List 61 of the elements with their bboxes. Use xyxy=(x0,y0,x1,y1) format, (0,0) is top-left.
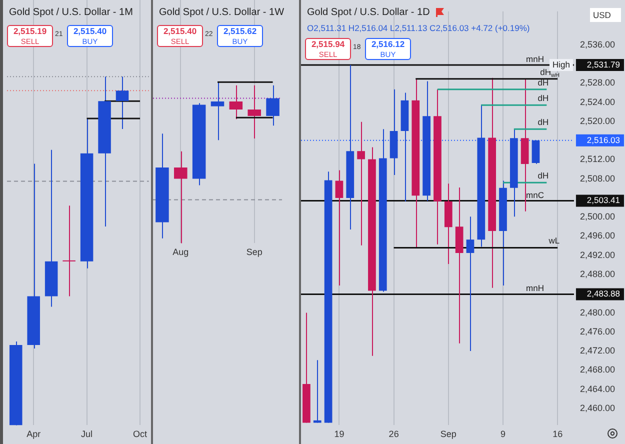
text: 2,483.88 xyxy=(586,288,620,299)
candlestick xyxy=(116,76,129,130)
y-tick-label: 2,488.00 xyxy=(580,268,616,279)
y-tick-label: 2,464.00 xyxy=(580,384,616,394)
y-tick-label: 2,500.00 xyxy=(580,212,616,222)
series-label: dH xyxy=(538,170,549,181)
x-tick-label: Oct xyxy=(132,429,148,440)
y-tick-label: 2,492.00 xyxy=(580,250,616,260)
text: 2,515.40 xyxy=(162,26,198,36)
ref-line-label: mnC xyxy=(526,190,544,200)
candlestick xyxy=(266,84,280,126)
y-tick-label: 2,536.00 xyxy=(580,39,616,50)
x-tick-label: Apr xyxy=(26,429,41,440)
y-tick-label: 2,476.00 xyxy=(580,326,616,336)
text: USD xyxy=(590,8,621,22)
candlestick xyxy=(313,360,322,424)
y-tick-label: 2,472.00 xyxy=(580,346,616,356)
y-tick-label: 2,520.00 xyxy=(580,116,616,126)
x-tick-label: 16 xyxy=(552,429,563,440)
ref-line-label: mnH xyxy=(526,283,544,294)
chart-title: Gold Spot / U.S. Dollar - 1W xyxy=(159,7,284,18)
y-tick-label: 2,528.00 xyxy=(580,78,616,88)
x-tick-label: 19 xyxy=(334,429,344,440)
x-tick-label: 26 xyxy=(388,429,399,440)
annotation: O2,511.31 H2,516.04 L2,511.13 C2,516.03 +4.72 (+0.19%) xyxy=(307,23,530,33)
annotation: 2,516.12 xyxy=(370,39,406,50)
candlestick xyxy=(357,121,365,246)
series-label: dH xyxy=(538,117,549,128)
candlestick xyxy=(466,216,474,352)
x-tick-label: Sep xyxy=(246,247,262,258)
y-tick-label: 2,468.00 xyxy=(580,364,616,375)
series-label: wL xyxy=(548,236,560,246)
text: 2,515.62 xyxy=(222,26,258,36)
candlestick xyxy=(335,170,344,286)
y-tick-label: 2,460.00 xyxy=(580,402,616,413)
annotation: High xyxy=(552,59,570,70)
text: 2,515.19 xyxy=(12,26,48,36)
x-tick-label: 9 xyxy=(500,429,506,440)
y-tick-label: 2,512.00 xyxy=(580,154,616,164)
candlestick xyxy=(532,140,540,164)
y-tick-label: 2,524.00 xyxy=(580,96,616,107)
series-label: dH xyxy=(538,77,549,88)
text: 2,515.40 xyxy=(72,26,108,36)
text: 2,503.41 xyxy=(586,195,620,206)
text: 2,516.03 xyxy=(586,134,620,145)
series-label: dH xyxy=(538,93,549,104)
y-tick-label: 2,480.00 xyxy=(580,307,616,318)
chart-title: Gold Spot / U.S. Dollar - 1D xyxy=(307,7,430,18)
x-tick-label: Aug xyxy=(172,247,189,258)
y-tick-label: 2,508.00 xyxy=(580,173,616,184)
candlestick xyxy=(210,82,224,141)
chart-title: Gold Spot / U.S. Dollar - 1M xyxy=(9,7,133,18)
candlestick xyxy=(62,205,76,297)
candlestick xyxy=(248,84,261,140)
ref-line-label: mnH xyxy=(526,54,544,64)
x-tick-label: Sep xyxy=(440,429,456,440)
y-tick-label: 2,496.00 xyxy=(580,230,616,241)
text: 2,531.79 xyxy=(586,59,620,70)
candlestick xyxy=(229,84,243,120)
x-tick-label: Jul xyxy=(81,429,93,440)
annotation: 2,515.94 xyxy=(310,39,346,50)
